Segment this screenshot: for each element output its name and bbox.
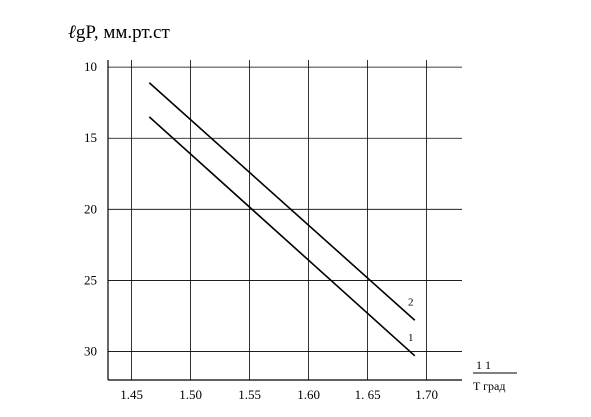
y-tick-label: 10	[84, 59, 97, 74]
x-tick-label: 1. 65	[355, 387, 381, 402]
series-label-2: 2	[408, 296, 414, 308]
series-lines	[148, 82, 416, 357]
y-axis-label-prefix: ℓ	[68, 22, 76, 43]
y-tick-labels: 10 15 20 25 30	[84, 59, 97, 358]
x-tick-label: 1.45	[120, 387, 143, 402]
x-tick-label: 1.50	[179, 387, 202, 402]
x-axis-label-fraction: 1 1	[476, 358, 491, 372]
x-tick-label: 1.60	[297, 387, 320, 402]
series-label-1: 1	[408, 332, 414, 344]
y-axis-label-rest: gP, мм.рт.ст	[76, 22, 171, 43]
series-line-2	[148, 82, 416, 321]
y-tick-label: 30	[84, 344, 97, 359]
x-tick-label: 1.55	[238, 387, 261, 402]
y-tick-label: 15	[84, 130, 97, 145]
y-tick-label: 20	[84, 201, 97, 216]
y-axis-label: ℓgP, мм.рт.ст	[68, 22, 170, 43]
y-tick-label: 25	[84, 272, 97, 287]
grid	[108, 60, 462, 380]
x-tick-label: 1.70	[415, 387, 438, 402]
x-axis-label-unit: T град	[473, 379, 505, 393]
series-labels: 12	[408, 296, 414, 344]
series-line-1	[148, 116, 416, 357]
x-tick-labels: 1.45 1.50 1.55 1.60 1. 65 1.70	[120, 387, 438, 402]
axes	[107, 60, 462, 381]
